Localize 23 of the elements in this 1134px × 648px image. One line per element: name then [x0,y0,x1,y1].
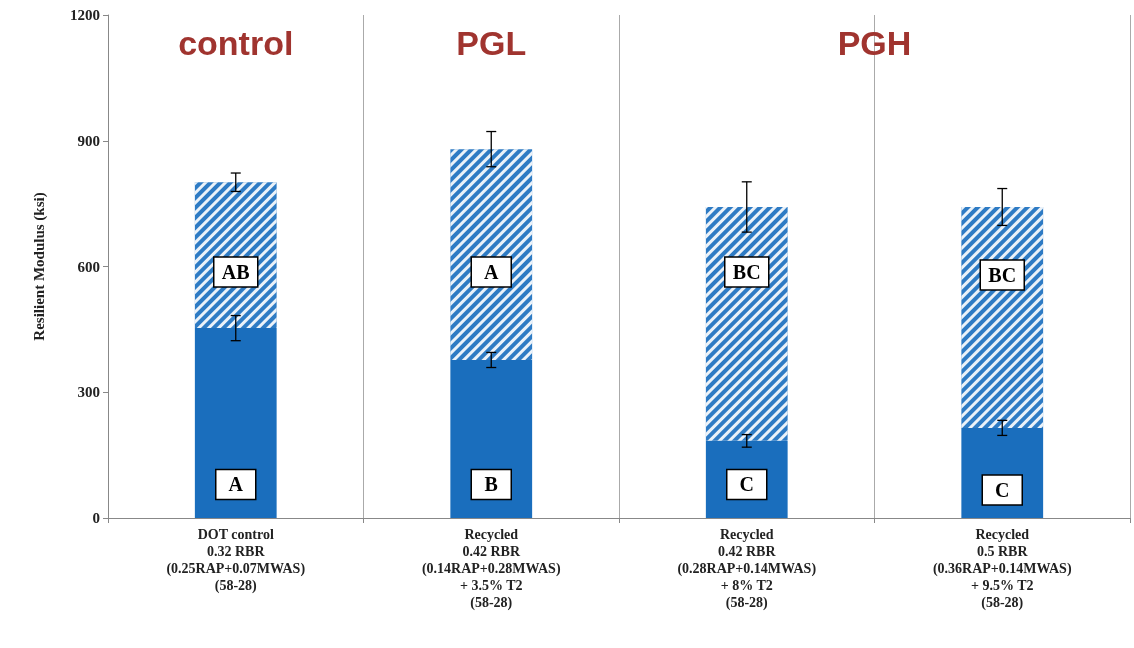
annotation: BC [732,260,761,283]
y-axis-title: Resilient Modulus (ksi) [30,192,48,341]
annotation: C [739,473,754,496]
y-tick-label: 0 [92,510,100,526]
x-tick-label: Recycled 0.5 RBR (0.36RAP+0.14MWAS) + 9.5% T2 (58-28) [932,527,1072,611]
annotation: PGH [837,24,912,62]
y-tick-label: 1200 [70,7,100,23]
x-tick-label: Recycled 0.42 RBR (0.14RAP+0.28MWAS) + 3.5% T2 (58-28) [421,527,561,611]
annotation: AB [221,260,250,283]
x-tick-label: Recycled 0.42 RBR (0.28RAP+0.14MWAS) + 8% T2 (58-28) [677,527,817,611]
y-tick-label: 300 [77,384,100,401]
y-tick-label: 900 [77,132,100,149]
annotation: B [484,473,498,496]
annotation: A [484,260,500,283]
x-tick-label: DOT control 0.32 RBR (0.25RAP+0.07MWAS) (58-28) [166,527,306,594]
annotation: control [178,24,294,62]
annotation: C [995,478,1010,501]
annotation: BC [988,263,1017,286]
annotation: A [228,473,244,496]
bar [450,359,533,518]
annotation: PGL [456,24,527,62]
y-tick-label: 600 [77,258,100,275]
bar [194,328,277,518]
